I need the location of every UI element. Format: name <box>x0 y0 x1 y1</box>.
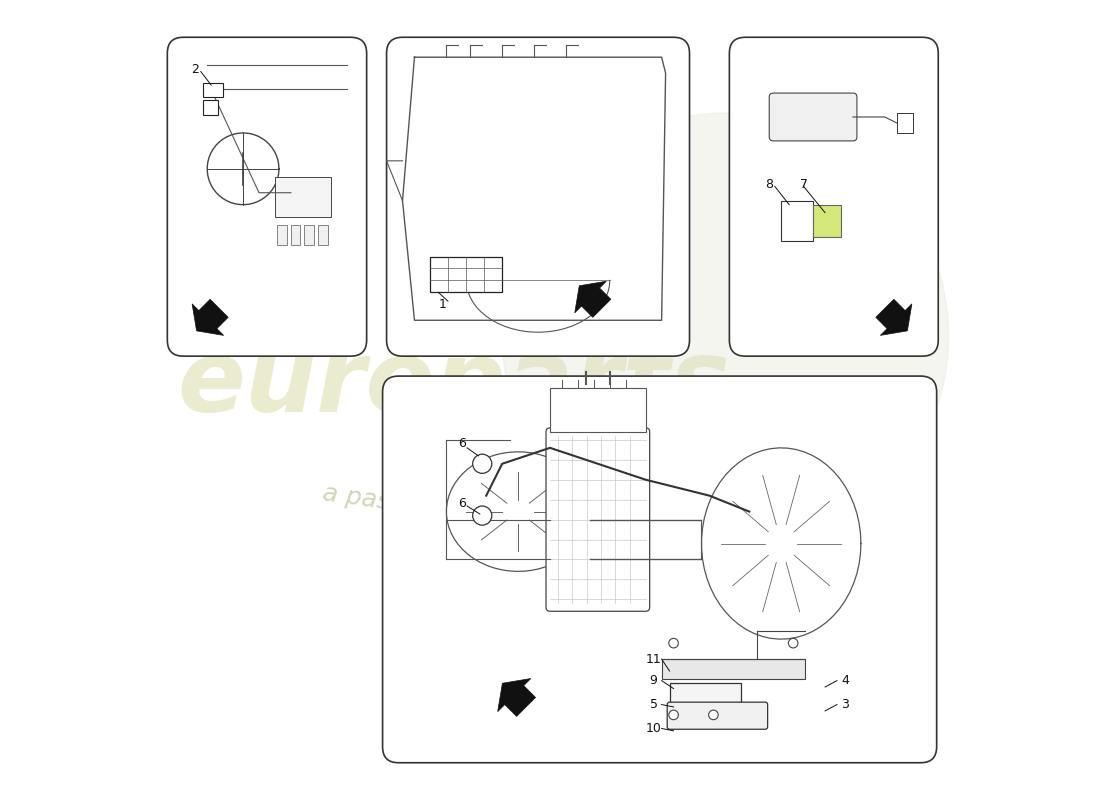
Circle shape <box>669 638 679 648</box>
Text: 1: 1 <box>439 298 447 311</box>
FancyBboxPatch shape <box>729 38 938 356</box>
Text: 8: 8 <box>766 178 773 191</box>
Bar <box>896 113 913 133</box>
Text: 7: 7 <box>800 178 807 191</box>
Bar <box>204 82 223 97</box>
Text: 6: 6 <box>459 497 466 510</box>
Circle shape <box>473 454 492 474</box>
FancyBboxPatch shape <box>383 376 937 762</box>
FancyBboxPatch shape <box>546 428 650 611</box>
FancyBboxPatch shape <box>769 93 857 141</box>
Bar <box>275 177 331 217</box>
Text: a passion for parts since 1985: a passion for parts since 1985 <box>321 482 698 558</box>
Circle shape <box>669 710 679 720</box>
Circle shape <box>503 113 948 559</box>
FancyBboxPatch shape <box>668 702 768 730</box>
Bar <box>430 257 503 292</box>
Bar <box>318 225 328 245</box>
Text: europarts: europarts <box>178 335 730 433</box>
Bar <box>305 225 314 245</box>
Circle shape <box>789 638 797 648</box>
Bar <box>550 388 646 432</box>
Bar <box>813 205 842 237</box>
Text: 9: 9 <box>650 674 658 687</box>
Text: 2: 2 <box>191 62 199 76</box>
Bar <box>661 659 805 679</box>
Polygon shape <box>876 299 912 335</box>
Circle shape <box>473 506 492 525</box>
FancyBboxPatch shape <box>167 38 366 356</box>
Polygon shape <box>575 282 611 318</box>
Text: 11: 11 <box>646 653 661 666</box>
Polygon shape <box>497 678 536 717</box>
Bar <box>277 225 287 245</box>
Polygon shape <box>192 299 228 335</box>
Circle shape <box>708 710 718 720</box>
Text: 10: 10 <box>646 722 661 735</box>
Bar <box>204 100 218 114</box>
Bar <box>670 683 741 703</box>
Text: 6: 6 <box>459 438 466 450</box>
Text: 3: 3 <box>842 698 849 711</box>
Bar <box>290 225 300 245</box>
Text: 5: 5 <box>650 698 658 711</box>
Text: 4: 4 <box>842 674 849 687</box>
Bar <box>781 201 813 241</box>
FancyBboxPatch shape <box>386 38 690 356</box>
